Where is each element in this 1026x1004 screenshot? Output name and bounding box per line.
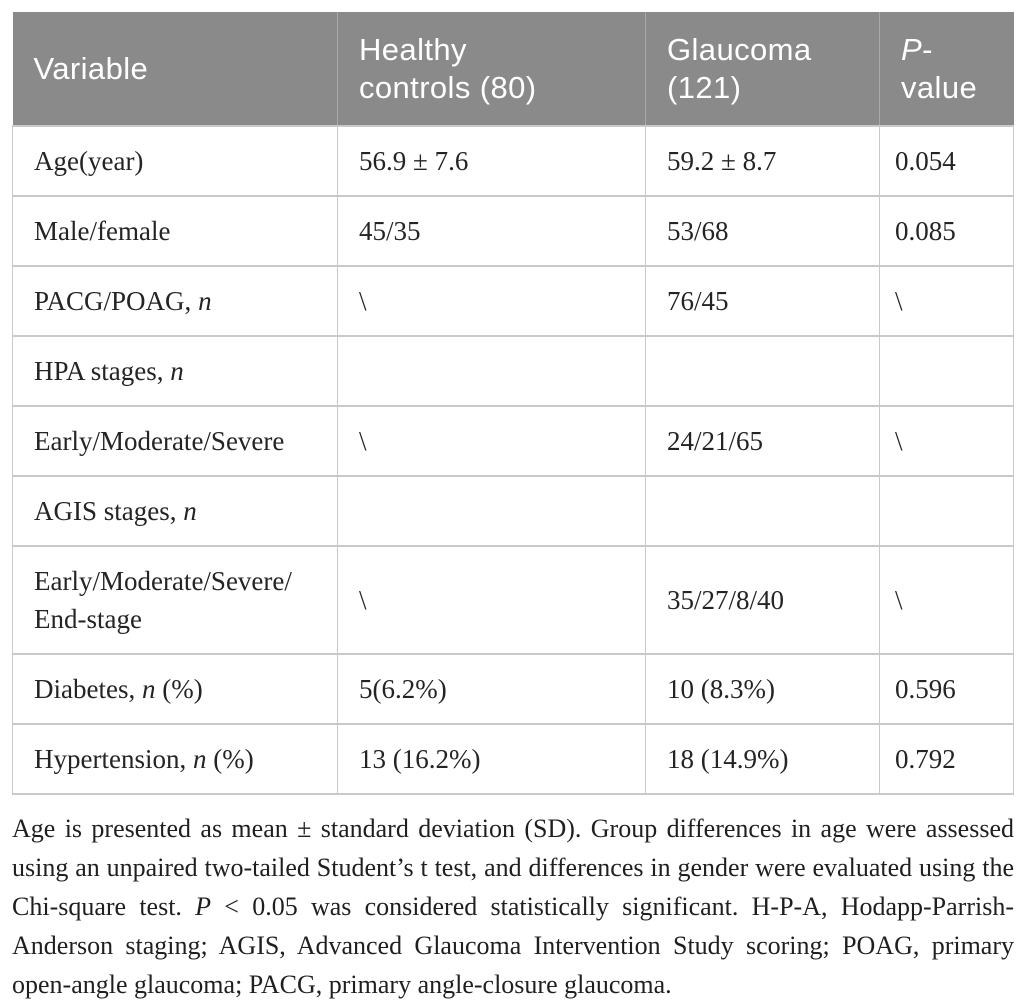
cell-pvalue: \ xyxy=(879,405,1014,477)
cell-variable: Diabetes, n (%) xyxy=(12,653,338,725)
cell-glaucoma-value: 76/45 xyxy=(645,265,880,337)
cell-healthy-value: \ xyxy=(337,405,646,477)
footnote-italic-p: P xyxy=(195,892,212,921)
cell-glaucoma-value: 53/68 xyxy=(645,195,880,267)
header-cell-glaucoma: Glaucoma (121) xyxy=(645,12,880,126)
cell-pvalue: 0.596 xyxy=(879,653,1014,725)
table-row-hypertension: Hypertension, n (%) 13 (16.2%) 18 (14.9%… xyxy=(12,723,1014,795)
cell-healthy-value: 13 (16.2%) xyxy=(337,723,646,795)
cell-variable: Age(year) xyxy=(12,125,338,197)
header-label: Healthy xyxy=(359,31,467,67)
footnote-text: Age is presented as mean ± standard devi… xyxy=(12,814,1014,921)
demographics-table: Variable Healthy controls (80) Glaucoma … xyxy=(12,12,1014,795)
table-row-agis-stages: AGIS stages, n xyxy=(12,475,1014,547)
table-body: Age(year) 56.9 ± 7.6 59.2 ± 8.7 0.054 Ma… xyxy=(12,125,1014,795)
header-label: (121) xyxy=(667,69,742,105)
cell-variable: PACG/POAG, n xyxy=(12,265,338,337)
cell-healthy-value: \ xyxy=(337,265,646,337)
cell-variable: Early/Moderate/Severe/​End-stage xyxy=(12,545,338,655)
cell-variable: AGIS stages, n xyxy=(12,475,338,547)
table-row-hpa-stages: HPA stages, n xyxy=(12,335,1014,407)
cell-variable: Hypertension, n (%) xyxy=(12,723,338,795)
cell-glaucoma-value xyxy=(645,475,880,547)
header-row: Variable Healthy controls (80) Glaucoma … xyxy=(12,12,1014,126)
cell-pvalue: 0.792 xyxy=(879,723,1014,795)
cell-variable: HPA stages, n xyxy=(12,335,338,407)
cell-healthy-value: \ xyxy=(337,545,646,655)
header-label: Variable xyxy=(33,50,149,86)
cell-variable: Male/female xyxy=(12,195,338,267)
table-header: Variable Healthy controls (80) Glaucoma … xyxy=(12,12,1014,126)
cell-glaucoma-value: 35/27/8/40 xyxy=(645,545,880,655)
cell-healthy-value xyxy=(337,335,646,407)
cell-pvalue xyxy=(879,335,1014,407)
cell-pvalue: \ xyxy=(879,265,1014,337)
header-label: P- xyxy=(901,31,933,67)
cell-pvalue: 0.054 xyxy=(879,125,1014,197)
cell-pvalue xyxy=(879,475,1014,547)
header-cell-healthy-controls: Healthy controls (80) xyxy=(337,12,646,126)
table-row-agis-breakdown: Early/Moderate/Severe/​End-stage \ 35/27… xyxy=(12,545,1014,655)
cell-glaucoma-value: 10 (8.3%) xyxy=(645,653,880,725)
cell-glaucoma-value: 59.2 ± 8.7 xyxy=(645,125,880,197)
header-label: controls (80) xyxy=(359,69,537,105)
cell-healthy-value: 56.9 ± 7.6 xyxy=(337,125,646,197)
table-row-male-female: Male/female 45/35 53/68 0.085 xyxy=(12,195,1014,267)
table-row-diabetes: Diabetes, n (%) 5(6.2%) 10 (8.3%) 0.596 xyxy=(12,653,1014,725)
cell-pvalue: 0.085 xyxy=(879,195,1014,267)
header-cell-variable: Variable xyxy=(12,12,338,126)
header-label: Glaucoma xyxy=(667,31,812,67)
cell-glaucoma-value xyxy=(645,335,880,407)
header-label: value xyxy=(901,69,978,105)
cell-variable: Early/Moderate/Severe xyxy=(12,405,338,477)
cell-pvalue: \ xyxy=(879,545,1014,655)
cell-healthy-value: 5(6.2%) xyxy=(337,653,646,725)
cell-healthy-value xyxy=(337,475,646,547)
cell-glaucoma-value: 18 (14.9%) xyxy=(645,723,880,795)
cell-glaucoma-value: 24/21/65 xyxy=(645,405,880,477)
header-cell-pvalue: P- value xyxy=(879,12,1014,126)
table-row-hpa-breakdown: Early/Moderate/Severe \ 24/21/65 \ xyxy=(12,405,1014,477)
table-row-pacg-poag: PACG/POAG, n \ 76/45 \ xyxy=(12,265,1014,337)
table-row-age: Age(year) 56.9 ± 7.6 59.2 ± 8.7 0.054 xyxy=(12,125,1014,197)
table-footnote: Age is presented as mean ± standard devi… xyxy=(12,809,1014,1004)
cell-healthy-value: 45/35 xyxy=(337,195,646,267)
